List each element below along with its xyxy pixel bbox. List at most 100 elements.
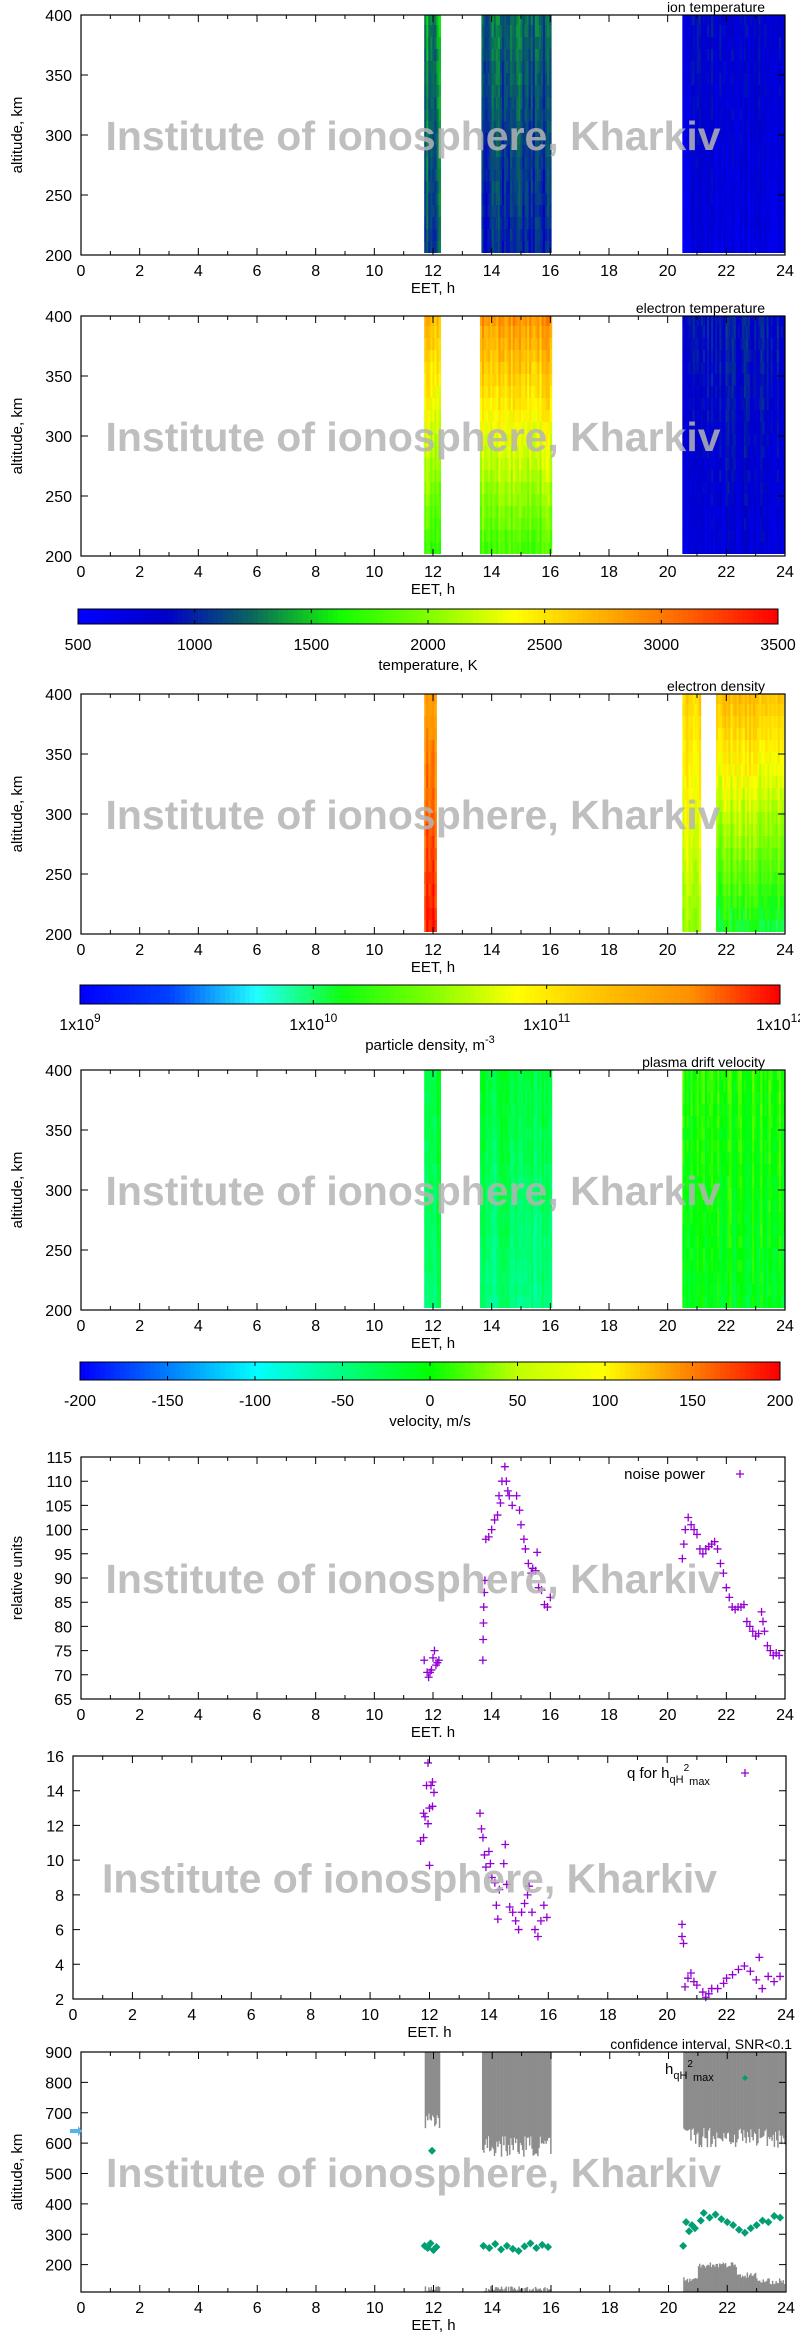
heatmap-cell — [434, 920, 436, 932]
heatmap-cell — [434, 896, 436, 908]
y-tick-label: 400 — [45, 687, 72, 704]
y-tick-label: 400 — [45, 8, 72, 25]
heatmap-cell — [782, 908, 784, 920]
watermark: Institute of ionosphere, Kharkiv — [105, 113, 720, 159]
x-tick-label: 12 — [424, 564, 442, 581]
heatmap-cell — [439, 1128, 441, 1140]
heatmap-cell — [439, 482, 441, 494]
heatmap-cell — [549, 217, 551, 229]
heatmap-cell — [549, 73, 551, 85]
x-tick-label: 8 — [311, 942, 320, 959]
watermark: Institute of ionosphere, Kharkiv — [105, 414, 720, 460]
heatmap-cell — [782, 704, 784, 716]
heatmap-cell — [439, 37, 441, 49]
heatmap-cell — [550, 470, 552, 482]
x-axis-label: EET, h — [411, 959, 455, 976]
heatmap-cell — [699, 884, 701, 896]
x-tick-label: 14 — [483, 942, 501, 959]
heatmap-cell — [434, 860, 436, 872]
heatmap-cell — [434, 740, 436, 752]
x-tick-label: 16 — [541, 564, 559, 581]
heatmap-cell — [439, 398, 441, 410]
x-tick-label: 22 — [717, 564, 735, 581]
y-tick-label: 250 — [45, 867, 72, 884]
x-tick-label: 18 — [600, 564, 618, 581]
x-tick-label: 8 — [311, 564, 320, 581]
heatmap-cell — [439, 1224, 441, 1236]
heatmap-cell — [550, 338, 552, 350]
y-tick-label: 350 — [45, 68, 72, 85]
heatmap-cell — [439, 542, 441, 554]
x-tick-label: 16 — [541, 942, 559, 959]
heatmap-cell — [439, 494, 441, 506]
heatmap-cell — [439, 193, 441, 205]
heatmap-cell — [439, 1260, 441, 1272]
heatmap-cell — [439, 1092, 441, 1104]
heatmap-cell — [439, 1284, 441, 1296]
y-tick-label: 250 — [45, 188, 72, 205]
heatmap-cell — [782, 872, 784, 884]
heatmap-cell — [439, 25, 441, 37]
x-tick-label: 18 — [600, 263, 618, 280]
heatmap-cell — [439, 1104, 441, 1116]
heatmap-cell — [439, 73, 441, 85]
heatmap-cell — [782, 848, 784, 860]
heatmap-cell — [549, 169, 551, 181]
heatmap-cell — [439, 1152, 441, 1164]
heatmap-cell — [699, 860, 701, 872]
heatmap-cell — [434, 908, 436, 920]
heatmap-cell — [439, 374, 441, 386]
heatmap-cell — [549, 229, 551, 241]
heatmap-cell — [782, 812, 784, 824]
heatmap-cell — [549, 205, 551, 217]
heatmap-cell — [550, 362, 552, 374]
heatmap-cell — [782, 788, 784, 800]
heatmap-cell — [434, 884, 436, 896]
heatmap-cell — [434, 872, 436, 884]
heatmap-cell — [699, 848, 701, 860]
heatmap-cell — [434, 848, 436, 860]
heatmap-cell — [550, 350, 552, 362]
heatmap-cell — [549, 97, 551, 109]
y-tick-label: 250 — [45, 489, 72, 506]
watermark: Institute of ionosphere, Kharkiv — [105, 792, 720, 838]
heatmap-cell — [782, 920, 784, 932]
heatmap-cell — [699, 752, 701, 764]
heatmap-cell — [699, 872, 701, 884]
heatmap-cell — [549, 193, 551, 205]
heatmap-cell — [439, 1236, 441, 1248]
x-tick-label: 22 — [717, 263, 735, 280]
x-tick-label: 24 — [776, 942, 794, 959]
heatmap-cell — [782, 728, 784, 740]
heatmap-cell — [699, 704, 701, 716]
x-tick-label: 0 — [77, 263, 86, 280]
heatmap-cell — [439, 205, 441, 217]
heatmap-cell — [439, 15, 441, 25]
heatmap-cell — [782, 740, 784, 752]
x-tick-label: 22 — [717, 942, 735, 959]
heatmap-cell — [434, 716, 436, 728]
x-tick-label: 4 — [194, 942, 203, 959]
heatmap-cell — [439, 217, 441, 229]
x-tick-label: 20 — [659, 263, 677, 280]
x-tick-label: 18 — [600, 942, 618, 959]
heatmap-cell — [439, 1296, 441, 1308]
y-tick-label: 400 — [45, 309, 72, 326]
y-tick-label: 300 — [45, 807, 72, 824]
y-tick-label: 200 — [45, 549, 72, 566]
y-axis-label: altitude, km — [9, 776, 26, 853]
x-tick-label: 12 — [424, 263, 442, 280]
y-tick-label: 300 — [45, 128, 72, 145]
heatmap-cell — [434, 704, 436, 716]
x-tick-label: 24 — [776, 263, 794, 280]
heatmap-cell — [439, 97, 441, 109]
heatmap-cell — [439, 1272, 441, 1284]
heatmap-cell — [549, 181, 551, 193]
heatmap-cell — [439, 326, 441, 338]
heatmap-cell — [782, 836, 784, 848]
heatmap-cell — [439, 506, 441, 518]
heatmap-cell — [439, 169, 441, 181]
